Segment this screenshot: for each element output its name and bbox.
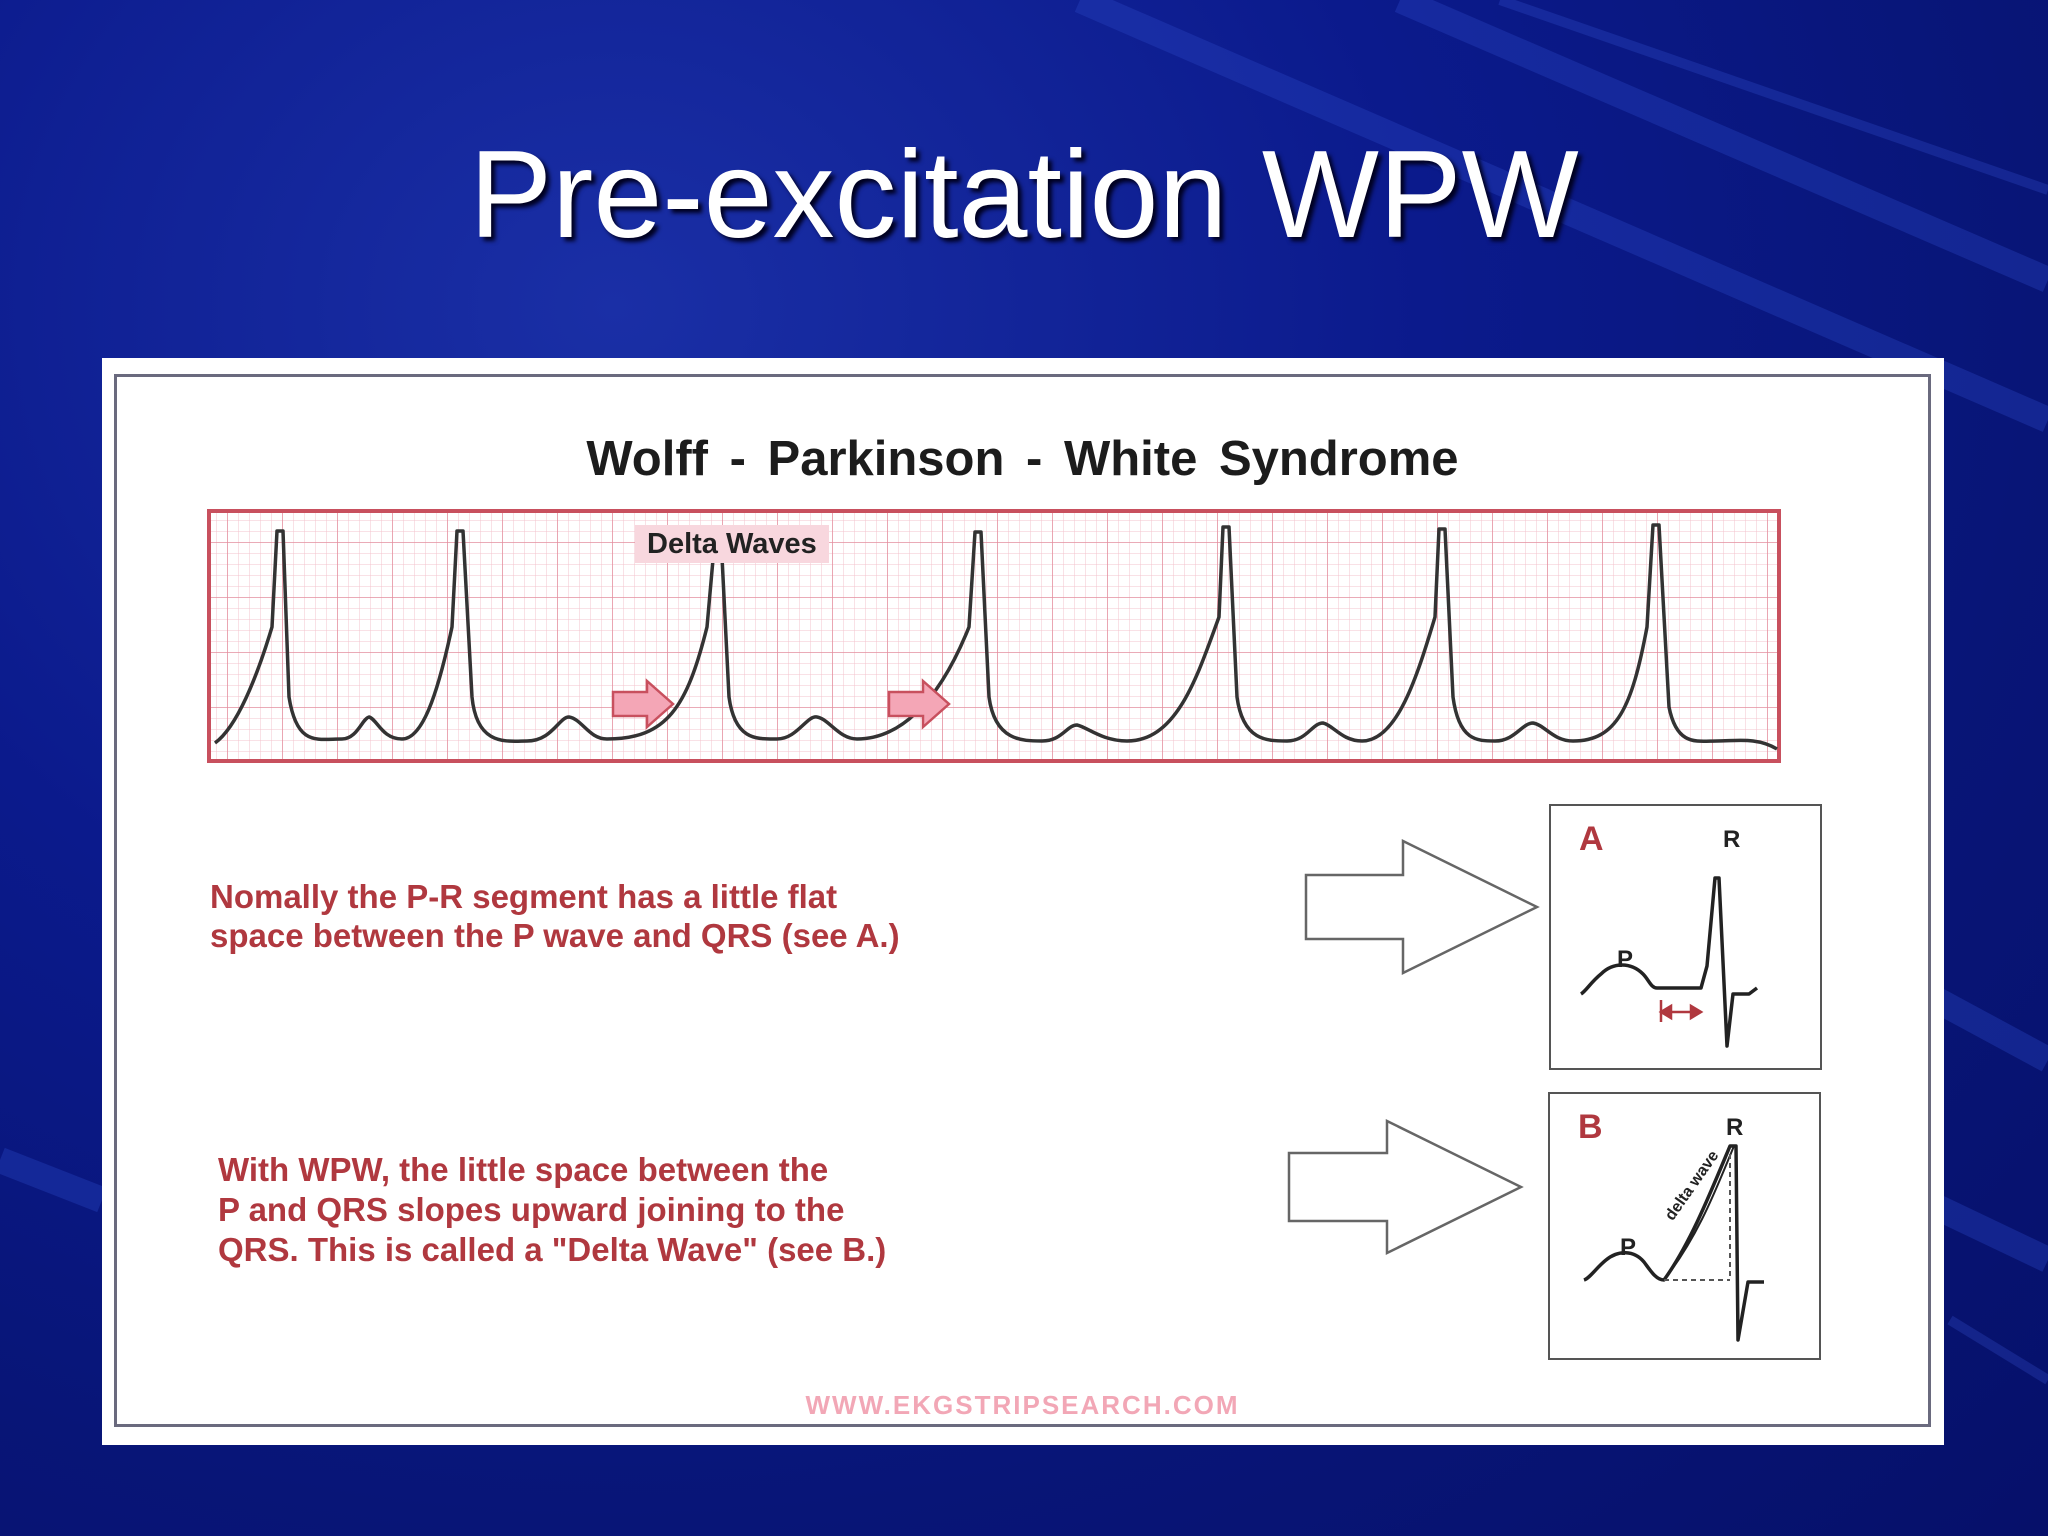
delta-wave-arrow-2	[887, 678, 951, 730]
diagram-a-r-label: R	[1723, 826, 1741, 853]
delta-waves-label: Delta Waves	[635, 525, 829, 563]
diagram-a-letter: A	[1579, 820, 1604, 858]
diagram-a-normal: A R P	[1549, 804, 1822, 1070]
figure-frame: Wolff - Parkinson - White Syndrome	[114, 374, 1931, 1427]
diagram-b-wpw: B R P delta wave	[1548, 1092, 1821, 1360]
diagram-b-trace	[1583, 1144, 1764, 1342]
diagram-b-p-label: P	[1620, 1234, 1637, 1261]
diagram-b-r-label: R	[1726, 1114, 1744, 1141]
description-wpw: With WPW, the little space between the P…	[218, 1151, 887, 1268]
wpw-figure-panel: Wolff - Parkinson - White Syndrome	[102, 358, 1944, 1445]
slide-title: Pre-excitation WPW	[469, 126, 1579, 264]
source-watermark: WWW.EKGSTRIPSEARCH.COM	[805, 1390, 1240, 1420]
ekg-grid	[207, 509, 1781, 763]
ekg-trace	[213, 523, 1778, 751]
delta-wave-arrow-1	[611, 678, 675, 730]
pointer-arrow-a	[1304, 838, 1540, 976]
description-normal-pr: Nomally the P-R segment has a little fla…	[210, 878, 900, 954]
diagram-a-trace	[1579, 876, 1759, 1048]
diagram-a-p-label: P	[1617, 946, 1634, 973]
ekg-strip	[207, 509, 1781, 1256]
diagram-b-letter: B	[1578, 1108, 1603, 1146]
pointer-arrow-b	[1287, 1118, 1524, 1256]
figure-title: Wolff - Parkinson - White Syndrome	[586, 432, 1459, 486]
